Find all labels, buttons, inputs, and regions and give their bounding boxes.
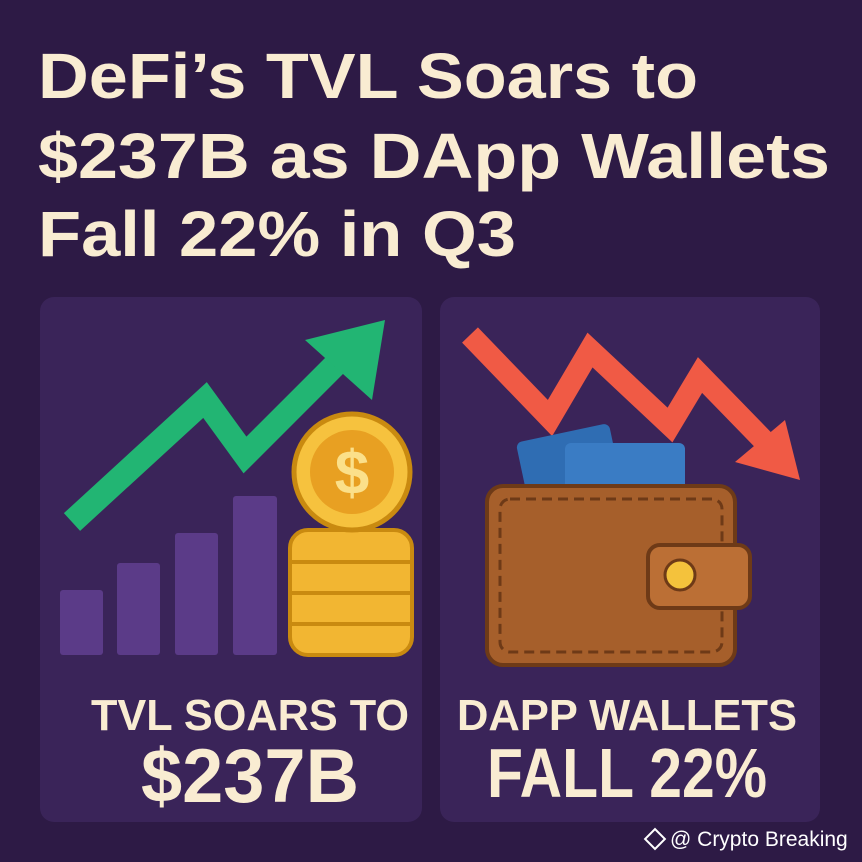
- title-line: $237B as DApp Wallets: [38, 120, 830, 192]
- tvl-panel: $ TVL SOARS TO $237B: [40, 297, 422, 822]
- down-arrow: [462, 327, 778, 455]
- bar-icons: [60, 496, 277, 655]
- wallet: [485, 424, 752, 667]
- watermark-group: @ Crypto Breaking: [643, 827, 848, 851]
- panel-value: $237B: [141, 734, 359, 819]
- title-line: DeFi’s TVL Soars to: [38, 40, 698, 112]
- panel-label: TVL SOARS TO: [91, 691, 409, 740]
- up-arrow-head: [305, 320, 385, 400]
- title-line: Fall 22% in Q3: [38, 198, 516, 270]
- panel-value: FALL 22%: [487, 734, 767, 812]
- wallet-panel: DAPP WALLETS FALL 22%: [440, 297, 820, 822]
- svg-text:$: $: [335, 439, 369, 508]
- up-arrow: [63, 346, 354, 531]
- coin-stack: $: [288, 411, 414, 657]
- watermark: @ Crypto Breaking: [670, 828, 848, 851]
- panel-label: DAPP WALLETS: [457, 691, 797, 740]
- down-arrow-head: [735, 420, 800, 480]
